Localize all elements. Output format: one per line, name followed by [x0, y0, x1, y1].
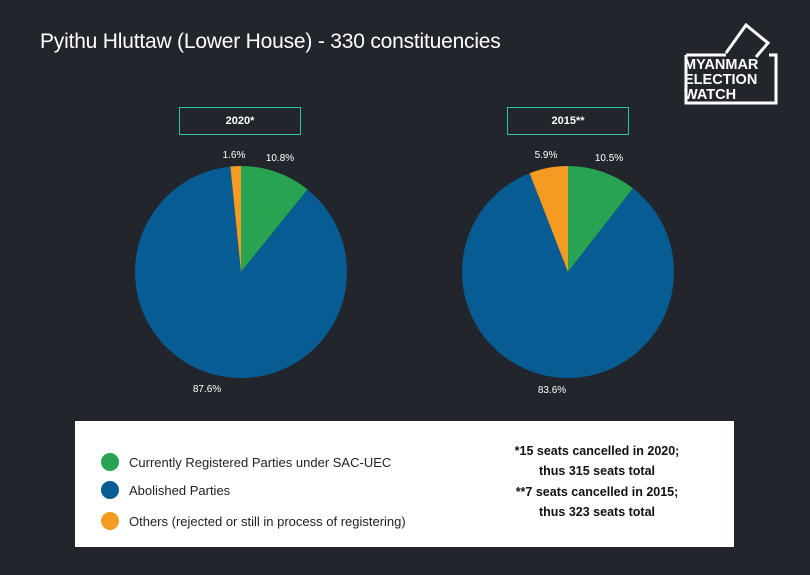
pie-2020-label-1: 87.6%: [193, 384, 221, 395]
note-2015-line-1: **7 seats cancelled in 2015;: [515, 485, 679, 499]
pie-2015-slice-1: [461, 173, 674, 378]
pie-2015-label-1: 83.6%: [538, 385, 566, 396]
chart-2015-title: 2015**: [507, 107, 629, 135]
pie-2015-label-2: 5.9%: [535, 150, 558, 161]
legend-label-registered: Currently Registered Parties under SAC-U…: [129, 454, 392, 470]
note-2015: **7 seats cancelled in 2015; thus 323 se…: [487, 482, 707, 522]
legend-panel: Currently Registered Parties under SAC-U…: [75, 421, 734, 547]
pie-2020-slice-0: [241, 166, 308, 272]
legend-label-others: Others (rejected or still in process of …: [129, 513, 406, 529]
note-2020: *15 seats cancelled in 2020; thus 315 se…: [487, 441, 707, 481]
pie-2015-slice-2: [529, 166, 568, 272]
chart-2020-title: 2020*: [179, 107, 301, 135]
legend-dot-others: [101, 512, 119, 530]
legend-item-abolished: Abolished Parties: [101, 481, 230, 499]
legend-label-abolished: Abolished Parties: [129, 482, 231, 498]
pie-charts: 10.8% 87.6% 1.6% 10.5% 83.6% 5.9%: [135, 150, 674, 396]
legend-dot-registered: [101, 453, 119, 471]
pie-2020-label-2: 1.6%: [223, 150, 246, 161]
logo-line-3: WATCH: [684, 87, 736, 103]
logo-line-1: MYANMAR: [684, 57, 759, 73]
pie-2015-label-0: 10.5%: [595, 153, 623, 164]
note-2015-line-2: thus 323 seats total: [538, 505, 655, 519]
page-title: Pyithu Hluttaw (Lower House) - 330 const…: [40, 30, 501, 53]
note-2020-line-2: thus 315 seats total: [538, 464, 655, 478]
pie-2020-label-0: 10.8%: [266, 153, 294, 164]
note-2020-line-1: *15 seats cancelled in 2020;: [514, 444, 680, 458]
pie-2020-slice-1: [135, 166, 347, 378]
legend-item-registered: Currently Registered Parties under SAC-U…: [101, 453, 391, 471]
legend-item-others: Others (rejected or still in process of …: [101, 512, 406, 530]
logo-line-2: ELECTION: [684, 72, 757, 88]
pie-2015-slice-0: [568, 166, 633, 272]
myanmar-election-watch-logo: MYANMAR ELECTION WATCH: [684, 23, 778, 105]
pie-2020-slice-2: [230, 166, 241, 272]
legend-dot-abolished: [101, 481, 119, 499]
